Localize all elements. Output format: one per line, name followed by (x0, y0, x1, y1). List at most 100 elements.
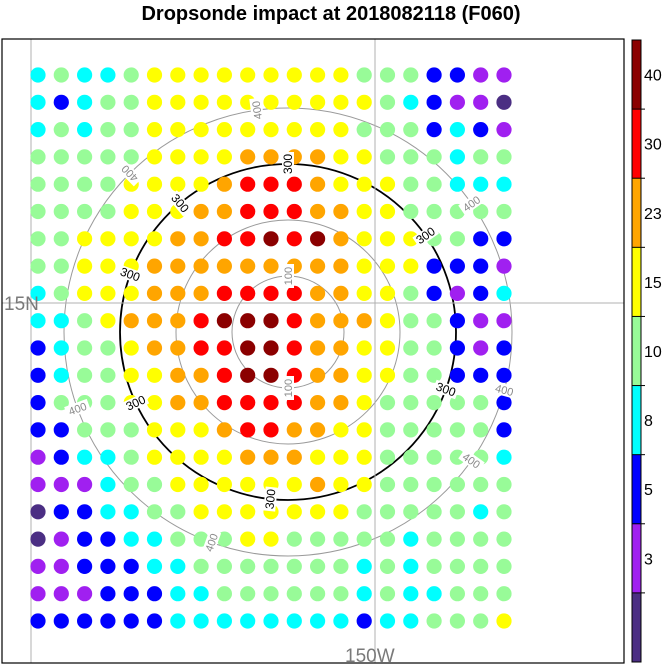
impact-dot (286, 449, 302, 465)
impact-dot (123, 476, 139, 493)
impact-dot (426, 176, 442, 192)
impact-dot (356, 504, 372, 520)
impact-dot (146, 313, 163, 329)
impact-dot (333, 586, 349, 602)
impact-dot (100, 422, 116, 438)
impact-dot (403, 558, 419, 575)
ring-label-bg (282, 376, 294, 400)
impact-dot (356, 558, 372, 575)
impact-dot (333, 313, 349, 329)
impact-dot (496, 285, 512, 301)
impact-dot (53, 258, 69, 274)
chart-title: Dropsonde impact at 2018082118 (F060) (141, 3, 521, 25)
impact-dot (240, 531, 256, 547)
colorbar-tick-label: 30 (644, 137, 662, 154)
impact-dot (449, 313, 465, 329)
impact-dot (77, 476, 93, 493)
impact-dot (379, 504, 396, 520)
impact-dot (170, 613, 186, 629)
impact-dot (496, 122, 512, 138)
impact-dot (356, 449, 372, 465)
impact-dot (286, 340, 302, 356)
impact-dot (30, 395, 46, 411)
impact-dot (333, 422, 349, 438)
impact-dot (263, 231, 279, 247)
impact-dot (100, 203, 116, 220)
impact-dot (240, 586, 256, 602)
impact-dot (53, 395, 69, 411)
impact-dot (146, 367, 163, 383)
impact-dot (100, 449, 116, 465)
impact-dot (496, 586, 512, 602)
impact-dot (496, 258, 512, 274)
impact-dot (403, 94, 419, 110)
impact-dot (379, 149, 396, 165)
colorbar-tick-label: 5 (644, 482, 653, 499)
impact-dot (263, 94, 279, 110)
impact-dot (403, 531, 419, 547)
impact-dot (263, 203, 279, 220)
impact-dot (77, 313, 93, 329)
impact-dot (263, 449, 279, 465)
impact-dot (403, 203, 419, 220)
impact-dot (100, 531, 116, 547)
impact-dot (100, 176, 116, 192)
impact-dot (170, 449, 186, 465)
colorbar-tick-label: 8 (644, 413, 653, 430)
impact-dot (310, 531, 326, 547)
impact-dot (286, 122, 302, 138)
impact-dot (100, 613, 116, 629)
impact-dot (263, 558, 279, 575)
impact-dot (379, 558, 396, 575)
impact-dot (146, 258, 163, 274)
impact-dot (240, 149, 256, 165)
impact-dot (123, 531, 139, 547)
impact-dot (286, 176, 302, 192)
impact-dot (100, 231, 116, 247)
impact-dot (473, 122, 489, 138)
impact-dot (146, 531, 163, 547)
impact-dot (473, 504, 489, 520)
impact-dot (310, 149, 326, 165)
impact-dot (216, 422, 232, 438)
impact-dot (356, 395, 372, 411)
ring-label-bg (201, 529, 222, 556)
impact-dot (123, 94, 139, 110)
impact-dot (496, 504, 512, 520)
impact-dot (333, 504, 349, 520)
impact-dot (77, 67, 93, 83)
ring-label: 400 (204, 532, 222, 553)
impact-dot (240, 231, 256, 247)
impact-dot (170, 285, 186, 301)
ring-label-bg (458, 448, 485, 473)
impact-dot (333, 340, 349, 356)
ring-label-bg (282, 264, 294, 288)
impact-dot (496, 231, 512, 247)
impact-dot (356, 94, 372, 110)
impact-dot (77, 231, 93, 247)
ring-label: 300 (118, 265, 142, 285)
impact-dot (123, 203, 139, 220)
impact-dot (216, 340, 232, 356)
impact-dot (170, 476, 186, 493)
lat-label: 15N (4, 294, 39, 315)
impact-dot (53, 367, 69, 383)
impact-dot (30, 67, 46, 83)
impact-dot (473, 67, 489, 83)
impact-dot (193, 476, 209, 493)
impact-dot (123, 613, 139, 629)
impact-dot (263, 422, 279, 438)
impact-dot (240, 504, 256, 520)
impact-dot (449, 586, 465, 602)
impact-dot (473, 285, 489, 301)
impact-dots (30, 67, 512, 629)
impact-dot (193, 586, 209, 602)
impact-dot (77, 504, 93, 520)
impact-dot (30, 203, 46, 220)
impact-dot (333, 613, 349, 629)
impact-dot (77, 94, 93, 110)
impact-dot (356, 586, 372, 602)
ring-label: 400 (67, 401, 88, 419)
impact-dot (286, 285, 302, 301)
